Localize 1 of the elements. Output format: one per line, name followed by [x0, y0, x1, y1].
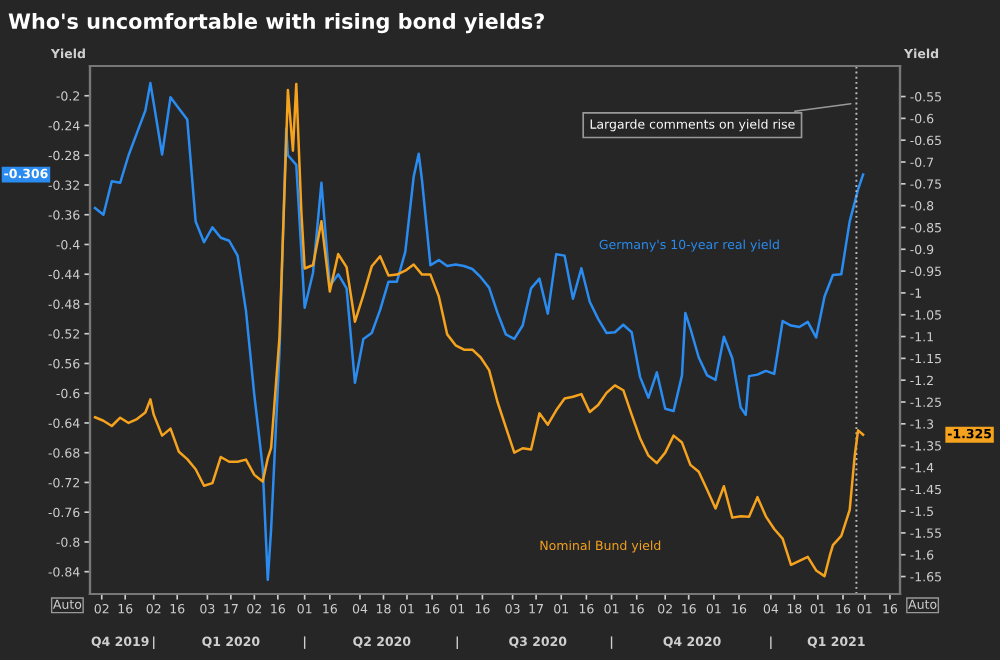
chart-title: Who's uncomfortable with rising bond yields?	[8, 12, 544, 34]
